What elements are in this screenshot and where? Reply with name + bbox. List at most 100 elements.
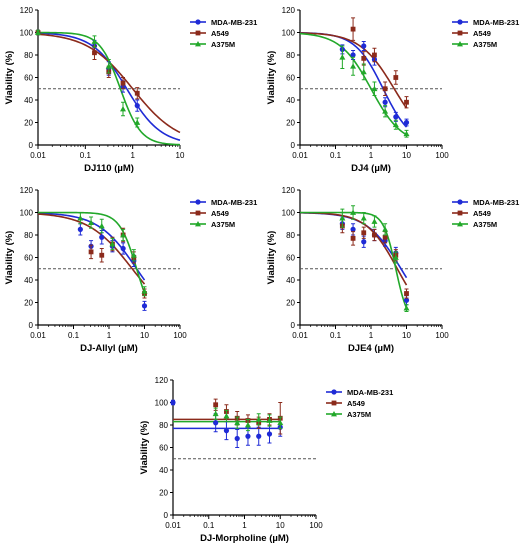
data-point <box>361 55 367 61</box>
x-tick-label: 0.01 <box>292 331 308 340</box>
data-point <box>360 68 367 75</box>
data-point <box>141 303 148 309</box>
data-point <box>266 417 273 423</box>
data-point <box>350 209 357 215</box>
legend-marker <box>195 41 201 47</box>
x-tick-label: 100 <box>173 331 187 340</box>
x-tick-label: 100 <box>309 521 323 530</box>
data-point <box>99 252 105 258</box>
data-point <box>130 252 137 258</box>
x-tick-label: 10 <box>176 151 185 160</box>
data-point <box>141 288 148 294</box>
y-tick-label: 60 <box>286 254 295 263</box>
data-point <box>361 239 367 245</box>
y-tick-label: 60 <box>159 444 168 453</box>
y-axis-title: Viability (%) <box>266 51 277 105</box>
legend-label: A549 <box>473 29 491 38</box>
data-point <box>88 219 95 226</box>
data-point <box>371 85 378 92</box>
data-point <box>403 130 410 137</box>
data-point <box>99 234 105 240</box>
legend-label: A549 <box>347 399 365 408</box>
data-point <box>372 232 377 238</box>
x-tick-label: 0.1 <box>68 331 80 340</box>
legend-marker <box>457 210 463 216</box>
data-point <box>277 419 284 426</box>
legend-marker <box>195 221 201 227</box>
legend-label: A375M <box>473 220 497 229</box>
x-tick-label: 0.1 <box>80 151 92 160</box>
data-point <box>350 52 356 58</box>
x-tick-label: 1 <box>369 331 374 340</box>
data-point <box>350 26 356 32</box>
data-point <box>361 43 367 49</box>
data-point <box>350 235 356 241</box>
data-point <box>393 75 399 80</box>
y-tick-label: 20 <box>24 299 33 308</box>
chart-panel-4: 0 20 40 60 80 100 120 0.01 0.1 1 10 100 DJE4 (µM) Via… <box>266 186 519 354</box>
x-tick-label: 10 <box>276 521 285 530</box>
data-point <box>371 218 378 224</box>
x-tick-label: 100 <box>435 151 449 160</box>
data-point <box>392 254 399 260</box>
fit-curve <box>37 32 181 141</box>
y-tick-label: 60 <box>286 74 295 83</box>
data-point <box>120 232 127 238</box>
legend-marker <box>331 400 337 406</box>
legend-label: MDA-MB-231 <box>211 198 257 207</box>
y-tick-label: 0 <box>291 141 296 150</box>
data-point <box>120 245 126 252</box>
legend-label: MDA-MB-231 <box>211 18 257 27</box>
x-tick-label: 0.01 <box>165 521 181 530</box>
y-axis-title: Viability (%) <box>4 231 15 285</box>
x-tick-label: 1 <box>130 151 135 160</box>
data-point <box>134 90 140 96</box>
legend-label: A375M <box>473 40 497 49</box>
legend-label: MDA-MB-231 <box>473 18 519 27</box>
data-point <box>77 226 83 232</box>
legend-label: A375M <box>211 40 235 49</box>
y-axis-title: Viability (%) <box>266 231 277 285</box>
data-point <box>120 80 126 86</box>
chart-panel-2: 0 20 40 60 80 100 120 0.01 0.1 1 10 100 DJ4 (µM) Viab… <box>266 6 519 174</box>
y-tick-label: 120 <box>20 6 34 15</box>
y-tick-label: 100 <box>282 29 296 38</box>
data-point <box>223 413 230 419</box>
x-tick-label: 0.1 <box>203 521 215 530</box>
fit-curve <box>38 211 146 294</box>
y-axis-title: Viability (%) <box>4 51 15 105</box>
data-point <box>403 119 410 126</box>
y-tick-label: 20 <box>159 489 168 498</box>
data-point <box>392 121 399 128</box>
x-tick-label: 100 <box>435 331 449 340</box>
data-point <box>213 420 219 426</box>
data-point <box>244 422 251 428</box>
legend-marker <box>457 221 463 227</box>
data-point <box>339 215 346 221</box>
legend-marker <box>195 19 201 25</box>
data-point <box>266 431 273 437</box>
x-tick-label: 0.01 <box>292 151 308 160</box>
legend-marker <box>457 30 463 36</box>
data-point <box>404 99 409 105</box>
y-tick-label: 0 <box>29 141 34 150</box>
y-tick-label: 120 <box>155 376 169 385</box>
y-tick-label: 80 <box>159 421 168 430</box>
y-tick-label: 40 <box>24 276 33 285</box>
data-point <box>255 416 262 422</box>
y-tick-label: 40 <box>159 466 168 475</box>
x-axis-title: DJ110 (µM) <box>84 163 134 174</box>
data-point <box>35 29 41 35</box>
data-point <box>404 291 409 296</box>
data-point <box>91 38 98 44</box>
legend-label: MDA-MB-231 <box>473 198 519 207</box>
x-tick-label: 0.01 <box>30 331 46 340</box>
legend-label: A549 <box>473 209 491 218</box>
data-point <box>382 234 388 240</box>
y-tick-label: 80 <box>24 51 33 60</box>
data-point <box>234 419 241 426</box>
y-tick-label: 0 <box>164 511 169 520</box>
y-tick-label: 100 <box>282 209 296 218</box>
data-point <box>212 410 219 417</box>
